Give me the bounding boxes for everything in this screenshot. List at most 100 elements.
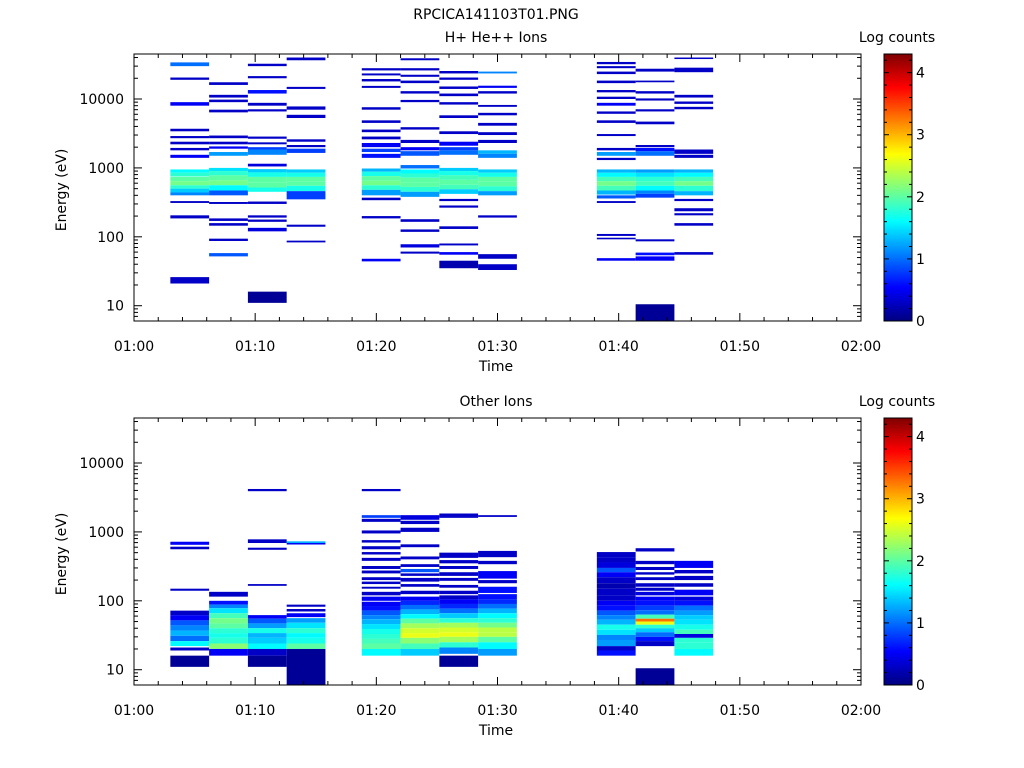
spectrogram-cell xyxy=(635,641,675,647)
spectrogram-cell xyxy=(286,114,326,119)
spectrogram-cell xyxy=(478,642,517,649)
spectrogram-cell xyxy=(247,187,287,192)
spectrogram-cell xyxy=(596,195,636,199)
spectrogram-cell xyxy=(439,584,479,588)
spectrogram-cell xyxy=(400,623,440,629)
spectrogram-cell xyxy=(596,646,636,651)
spectrogram-cell xyxy=(400,568,440,573)
spectrogram-cell xyxy=(247,615,287,619)
spectrogram-cell xyxy=(439,171,479,176)
spectrogram-cell xyxy=(400,68,440,71)
spectrogram-cell xyxy=(247,633,287,638)
x-tick-label: 01:30 xyxy=(477,703,517,719)
spectrogram-cell xyxy=(635,252,675,256)
spectrogram-cell xyxy=(478,627,517,633)
spectrogram-cell xyxy=(674,610,714,616)
spectrogram-cell xyxy=(286,139,326,142)
spectrogram-cell xyxy=(596,572,636,578)
spectrogram-cell xyxy=(439,175,479,180)
spectrogram-cell xyxy=(439,243,479,246)
spectrogram-cell xyxy=(247,655,287,667)
spectrogram-cell xyxy=(209,648,248,656)
y-tick-label: 10 xyxy=(106,299,124,315)
spectrogram-cell xyxy=(247,628,287,634)
x-tick-label: 01:40 xyxy=(598,703,638,719)
spectrogram-cell xyxy=(400,165,440,169)
spectrogram-cell xyxy=(596,615,636,620)
spectrogram-cell xyxy=(361,596,401,601)
spectrogram-cell xyxy=(439,655,479,667)
spectrogram-cell xyxy=(209,591,248,597)
colorbar-tick-label: 2 xyxy=(916,554,925,570)
spectrogram-cell xyxy=(247,215,287,218)
spectrogram-cell xyxy=(439,627,479,633)
spectrogram-cell xyxy=(361,197,401,201)
spectrogram-cell xyxy=(596,233,636,236)
spectrogram-cell xyxy=(439,566,479,569)
spectrogram-cell xyxy=(247,488,287,492)
spectrogram-cell xyxy=(286,185,326,192)
spectrogram-cell xyxy=(478,594,517,600)
spectrogram-cell xyxy=(400,633,440,638)
spectrogram-cell xyxy=(478,632,517,637)
spectrogram-cell xyxy=(596,237,636,240)
colorbar-frame xyxy=(883,417,913,686)
spectrogram-cell xyxy=(400,515,440,520)
spectrogram-cell xyxy=(478,172,517,177)
colorbar-tick-label: 0 xyxy=(916,314,925,330)
y-axis-label: Energy (eV) xyxy=(54,149,70,232)
spectrogram-cell xyxy=(170,185,210,189)
spectrogram-cell xyxy=(596,190,636,195)
spectrogram-cell xyxy=(635,121,675,125)
spectrogram-cell xyxy=(400,584,440,587)
spectrogram-cell xyxy=(400,520,440,525)
spectrogram-cell xyxy=(170,630,210,636)
spectrogram-cell xyxy=(209,218,248,221)
spectrogram-cell xyxy=(400,74,440,77)
spectrogram-cell xyxy=(400,577,440,582)
spectrogram-cell xyxy=(439,632,479,637)
spectrogram-cell xyxy=(170,147,210,151)
y-tick-label: 10000 xyxy=(79,456,124,472)
spectrogram-cell xyxy=(635,109,675,112)
spectrogram-cell xyxy=(400,127,440,130)
spectrogram-cell xyxy=(170,154,210,158)
spectrogram-cell xyxy=(400,186,440,192)
spectrogram-cell xyxy=(596,169,636,173)
spectrogram-cell xyxy=(361,136,401,140)
spectrogram-cell xyxy=(400,191,440,197)
spectrogram-cell xyxy=(439,608,479,614)
spectrogram-cell xyxy=(170,188,210,193)
spectrogram-cell xyxy=(674,619,714,625)
spectrogram-cell xyxy=(209,223,248,226)
spectrogram-cell xyxy=(635,172,675,177)
spectrogram-cell xyxy=(596,111,636,114)
spectrogram-cell xyxy=(170,546,210,550)
spectrogram-cell xyxy=(361,79,401,82)
spectrogram-cell xyxy=(635,614,675,619)
spectrogram-cell xyxy=(674,629,714,634)
spectrogram-cell xyxy=(286,622,326,629)
spectrogram-cell xyxy=(209,613,248,619)
spectrogram-cell xyxy=(400,573,440,576)
spectrogram-cell xyxy=(478,613,517,619)
spectrogram-cell xyxy=(674,154,714,158)
spectrogram-cell xyxy=(400,628,440,634)
spectrogram-cell xyxy=(361,180,401,186)
spectrogram-cell xyxy=(209,82,248,85)
spectrogram-cell xyxy=(478,215,517,218)
spectrogram-cell xyxy=(596,61,636,65)
spectrogram-cell xyxy=(674,624,714,630)
spectrogram-cell xyxy=(596,120,636,123)
spectrogram-cell xyxy=(209,633,248,638)
spectrogram-cell xyxy=(170,102,210,106)
colorbar-tick-label: 4 xyxy=(916,430,925,446)
spectrogram-cell xyxy=(170,169,210,173)
spectrogram-cell xyxy=(674,169,714,173)
spectrogram-cell xyxy=(170,172,210,177)
spectrogram-cell xyxy=(247,63,287,67)
spectrogram-cell xyxy=(596,588,636,596)
spectrogram-cell xyxy=(400,544,440,548)
spectrogram-cell xyxy=(286,618,326,623)
spectrogram-cell xyxy=(478,264,517,270)
